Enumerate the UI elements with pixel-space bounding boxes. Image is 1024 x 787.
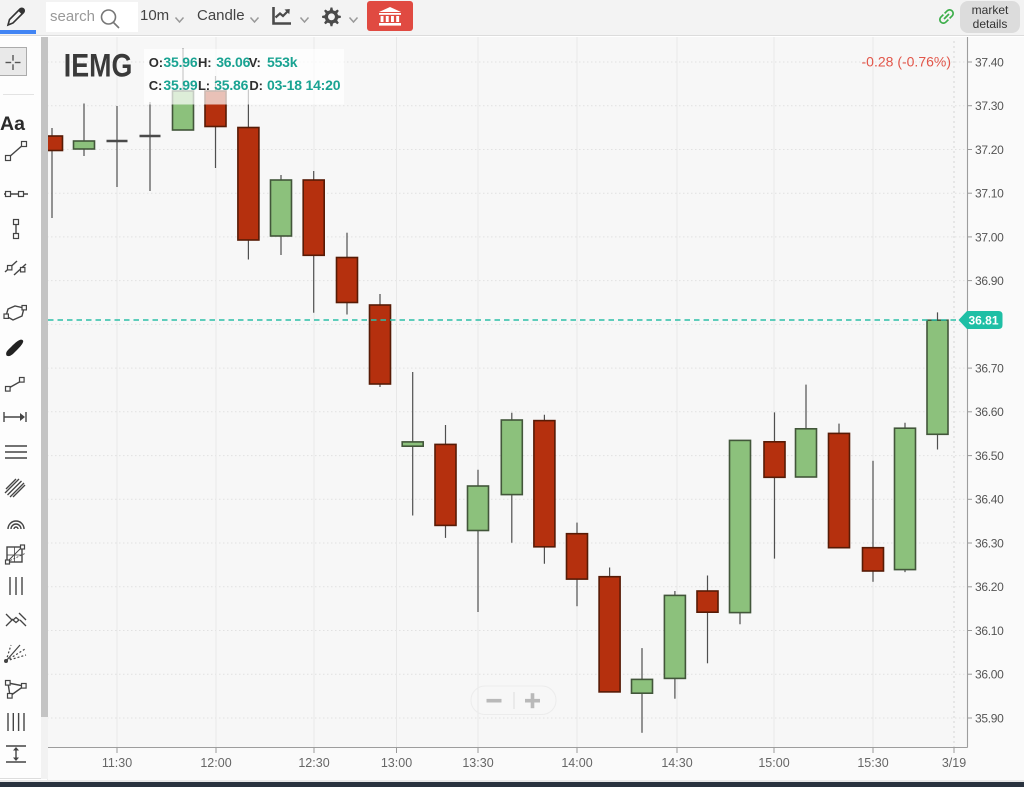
svg-text:12:30: 12:30: [298, 756, 329, 770]
svg-text:13:30: 13:30: [462, 756, 493, 770]
svg-text:36.00: 36.00: [975, 668, 1004, 682]
svg-text:37.00: 37.00: [975, 230, 1004, 244]
svg-text:13:00: 13:00: [381, 756, 412, 770]
svg-text:15:00: 15:00: [758, 756, 789, 770]
svg-text:37.10: 37.10: [975, 187, 1004, 201]
svg-text:03-18 14:20: 03-18 14:20: [267, 77, 341, 93]
svg-text:36.50: 36.50: [975, 449, 1004, 463]
svg-text:36.30: 36.30: [975, 536, 1004, 550]
svg-text:15:30: 15:30: [857, 756, 888, 770]
svg-text:14:30: 14:30: [661, 756, 692, 770]
svg-text:IEMG: IEMG: [64, 47, 133, 83]
svg-text:35.90: 35.90: [975, 711, 1004, 725]
svg-text:35.86: 35.86: [214, 77, 248, 93]
svg-text:V:: V:: [249, 55, 261, 70]
svg-text:36.20: 36.20: [975, 580, 1004, 594]
svg-text:36.06: 36.06: [216, 54, 250, 70]
svg-text:14:00: 14:00: [561, 756, 592, 770]
svg-text:D:: D:: [249, 78, 262, 93]
svg-text:553k: 553k: [267, 54, 298, 70]
svg-text:37.40: 37.40: [975, 55, 1004, 69]
svg-text:35.96: 35.96: [163, 54, 197, 70]
svg-text:36.60: 36.60: [975, 405, 1004, 419]
svg-text:3/19: 3/19: [942, 756, 966, 770]
svg-text:37.20: 37.20: [975, 143, 1004, 157]
svg-text:36.40: 36.40: [975, 493, 1004, 507]
svg-text:H:: H:: [198, 55, 211, 70]
svg-text:-0.28 (-0.76%): -0.28 (-0.76%): [862, 54, 951, 70]
svg-text:36.90: 36.90: [975, 274, 1004, 288]
svg-text:35.99: 35.99: [163, 77, 197, 93]
svg-text:36.10: 36.10: [975, 624, 1004, 638]
svg-text:36.70: 36.70: [975, 362, 1004, 376]
svg-text:11:30: 11:30: [102, 756, 132, 770]
svg-text:37.30: 37.30: [975, 99, 1004, 113]
svg-text:L:: L:: [198, 78, 210, 93]
svg-text:O:: O:: [149, 55, 163, 70]
svg-text:12:00: 12:00: [200, 756, 231, 770]
svg-text:36.81: 36.81: [968, 313, 998, 327]
svg-text:C:: C:: [149, 78, 162, 93]
